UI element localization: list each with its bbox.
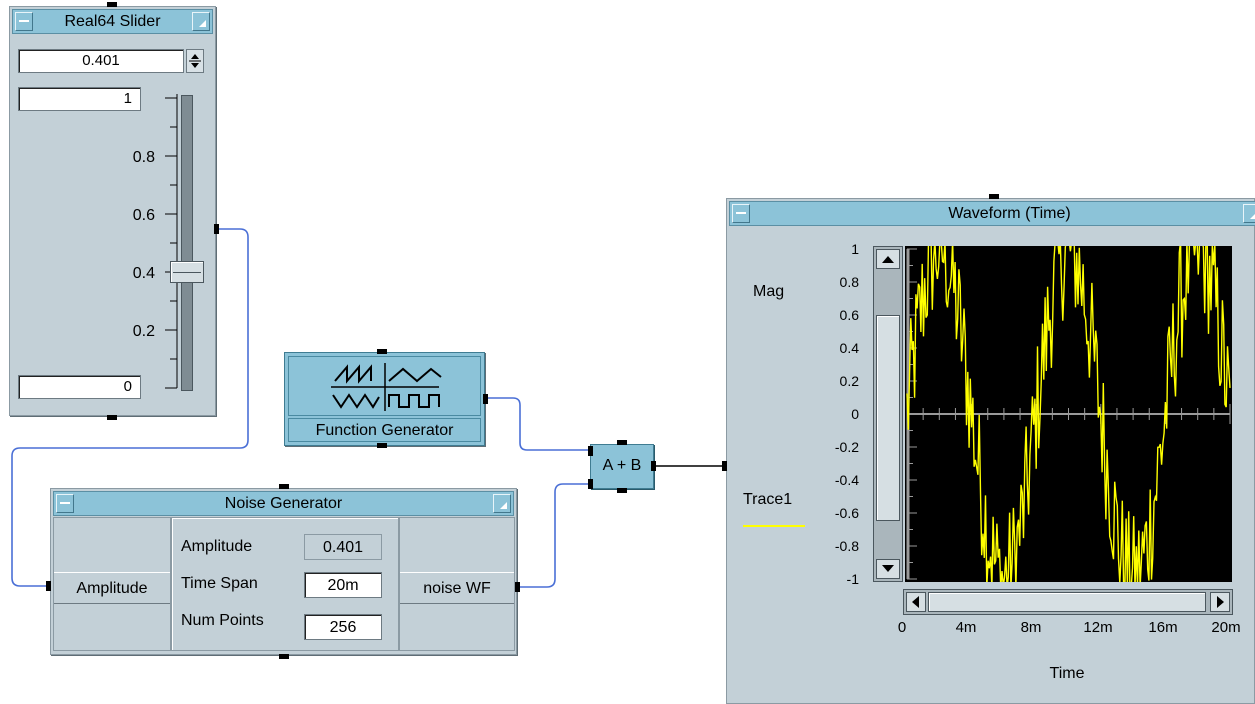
wire-slider-to-noise — [11, 228, 249, 587]
fgen-output-pin[interactable] — [483, 394, 488, 404]
y-tick-label: 0 — [851, 406, 859, 422]
x-tick-label: 12m — [1083, 619, 1113, 636]
noise-generator-panel[interactable]: Noise Generator Amplitude Amplitude 0.40… — [50, 488, 517, 655]
function-generator-panel[interactable]: Function Generator — [284, 352, 485, 446]
waveform-panel[interactable]: Waveform (Time) Mag Trace1 0 4m 8m 12m 1… — [726, 198, 1255, 704]
adder-sequence-out-pin[interactable] — [617, 488, 627, 493]
slider-title: Real64 Slider — [64, 13, 161, 30]
noise-title: Noise Generator — [224, 495, 343, 512]
menu-button[interactable] — [1243, 204, 1255, 223]
slider-max-field[interactable]: 1 — [18, 87, 141, 111]
y-tick-label: 0.2 — [839, 373, 859, 389]
y-tick-label: -0.4 — [834, 472, 859, 488]
adder-input-b-pin[interactable] — [588, 479, 593, 489]
slider-titlebar[interactable]: Real64 Slider — [12, 9, 213, 34]
x-tick-label: 4m — [955, 619, 977, 636]
trace1-legend-line — [743, 525, 805, 527]
y-tick-label: -0.6 — [834, 505, 859, 521]
fgen-sequence-in-pin[interactable] — [377, 349, 387, 354]
function-generator-label: Function Generator — [288, 418, 481, 442]
slider-tick-label: 0.8 — [132, 149, 155, 166]
waveform-input-pin[interactable] — [722, 461, 727, 471]
slider-tick-label: 0.6 — [132, 207, 155, 224]
noise-titlebar[interactable]: Noise Generator — [53, 491, 514, 516]
x-tick-label: 16m — [1148, 619, 1178, 636]
trace1-line — [906, 246, 1231, 582]
scroll-up-button[interactable] — [876, 249, 900, 269]
slider-output-pin[interactable] — [214, 224, 219, 234]
slider-sequence-out-pin[interactable] — [107, 415, 117, 420]
waveforms-icon — [331, 363, 442, 411]
y-tick-label: 0.6 — [839, 307, 859, 323]
menu-button[interactable] — [192, 12, 210, 31]
left-arrow-icon — [912, 596, 919, 608]
minimize-button[interactable] — [15, 12, 33, 31]
slider-thumb[interactable] — [170, 260, 204, 283]
wire-noise-to-adder — [518, 483, 590, 588]
adder-output-pin[interactable] — [651, 461, 656, 471]
waveform-sequence-in-pin[interactable] — [989, 194, 999, 199]
noise-input-area: Amplitude — [53, 517, 171, 651]
noise-sequence-in-pin[interactable] — [279, 484, 289, 489]
down-arrow-icon — [882, 565, 894, 572]
x-tick-label: 20m — [1211, 619, 1241, 636]
num-points-label: Num Points — [181, 612, 264, 629]
noise-params-area: Amplitude 0.401 Time Span 20m Num Points… — [171, 517, 399, 651]
vertical-scrollbar[interactable] — [873, 246, 903, 582]
time-span-label: Time Span — [181, 575, 258, 592]
right-arrow-icon — [1217, 596, 1224, 608]
minimize-button[interactable] — [732, 204, 750, 223]
slider-sequence-in-pin[interactable] — [107, 2, 117, 7]
amplitude-label: Amplitude — [181, 538, 253, 555]
slider-value-field[interactable]: 0.401 — [18, 49, 184, 73]
waveform-titlebar[interactable]: Waveform (Time) — [729, 201, 1255, 226]
scroll-right-button[interactable] — [1210, 592, 1230, 612]
spin-arrows-icon — [189, 54, 201, 68]
up-arrow-icon — [882, 256, 894, 263]
horizontal-scrollbar[interactable] — [903, 589, 1233, 615]
menu-button[interactable] — [493, 494, 511, 513]
waveform-plot-area[interactable] — [905, 246, 1232, 582]
trace1-label[interactable]: Trace1 — [743, 491, 793, 508]
x-tick-label: 8m — [1020, 619, 1042, 636]
vertical-scroll-thumb[interactable] — [876, 315, 900, 521]
slider-track[interactable] — [181, 95, 193, 391]
noise-wf-output-pin[interactable] — [515, 582, 520, 592]
adder-label: A + B — [602, 457, 642, 474]
y-tick-label: 0.8 — [839, 274, 859, 290]
y-tick-label: 1 — [851, 241, 859, 257]
x-axis-label: Time — [1049, 665, 1085, 682]
time-span-field[interactable]: 20m — [304, 572, 382, 598]
num-points-field[interactable]: 256 — [304, 614, 382, 640]
y-tick-label: 0.4 — [839, 340, 859, 356]
noise-amplitude-input-label[interactable]: Amplitude — [54, 572, 170, 604]
minimize-button[interactable] — [56, 494, 74, 513]
horizontal-scroll-thumb[interactable] — [928, 592, 1206, 612]
noise-amplitude-input-pin[interactable] — [46, 581, 51, 591]
y-tick-label: -0.2 — [834, 439, 859, 455]
adder-sequence-in-pin[interactable] — [617, 440, 627, 445]
wire-fgen-to-adder — [486, 397, 590, 451]
noise-wf-output-label[interactable]: noise WF — [400, 572, 514, 604]
slider-panel[interactable]: Real64 Slider 0.401 1 0 0.8 0.6 0.4 0.2 — [9, 6, 216, 416]
slider-tick-label: 0.4 — [132, 265, 155, 282]
y-tick-label: -1 — [846, 571, 859, 587]
x-tick-label: 0 — [897, 619, 907, 636]
slider-min-field[interactable]: 0 — [18, 375, 141, 399]
scroll-down-button[interactable] — [876, 559, 900, 579]
amplitude-value: 0.401 — [304, 534, 382, 560]
adder-input-a-pin[interactable] — [588, 446, 593, 456]
noise-sequence-out-pin[interactable] — [279, 654, 289, 659]
function-generator-icon-area — [288, 356, 481, 416]
spin-button[interactable] — [186, 49, 204, 73]
y-tick-label: -0.8 — [834, 538, 859, 554]
slider-tick-label: 0.2 — [132, 323, 155, 340]
waveform-title: Waveform (Time) — [948, 205, 1071, 222]
mag-label: Mag — [753, 283, 785, 300]
scroll-left-button[interactable] — [906, 592, 926, 612]
noise-output-area: noise WF — [399, 517, 515, 651]
fgen-sequence-out-pin[interactable] — [377, 443, 387, 448]
adder-box[interactable]: A + B — [590, 444, 654, 489]
